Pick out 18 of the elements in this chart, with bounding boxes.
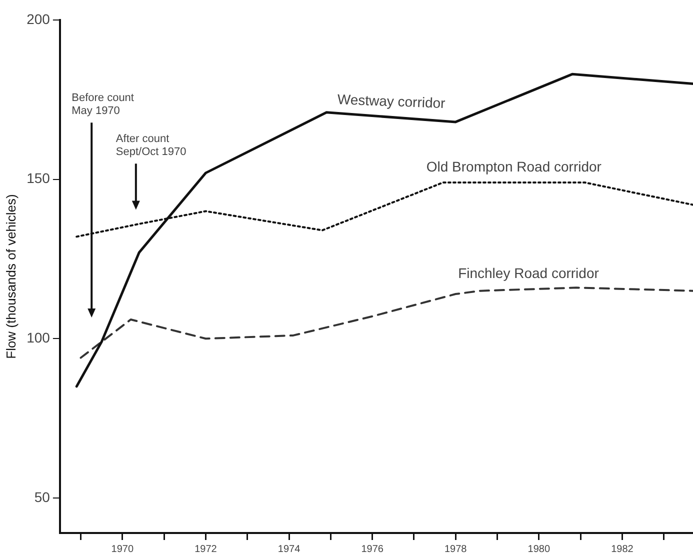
series-label: Old Brompton Road corridor xyxy=(426,158,602,174)
x-tick-label: 1974 xyxy=(278,544,301,555)
y-tick-label: 100 xyxy=(26,329,50,346)
y-tick-label: 50 xyxy=(34,488,50,505)
x-tick-label: 1976 xyxy=(361,544,384,555)
y-axis-title: Flow (thousands of vehicles) xyxy=(3,194,18,359)
x-tick-label: 1980 xyxy=(528,544,550,555)
x-tick-label: 1978 xyxy=(444,544,468,555)
line-series xyxy=(80,286,693,359)
annotation: After count Sept/Oct 1970 xyxy=(116,133,186,158)
x-tick-label: 1982 xyxy=(611,544,634,555)
annotation: Before count May 1970 xyxy=(72,92,134,118)
y-tick-label: 200 xyxy=(26,10,50,27)
x-tick-label: 1972 xyxy=(194,544,218,555)
y-tick-label: 150 xyxy=(26,170,50,186)
series-label: Westway corridor xyxy=(337,91,446,112)
x-tick-label: 1970 xyxy=(111,544,134,555)
series-label: Finchley Road corridor xyxy=(458,265,600,282)
